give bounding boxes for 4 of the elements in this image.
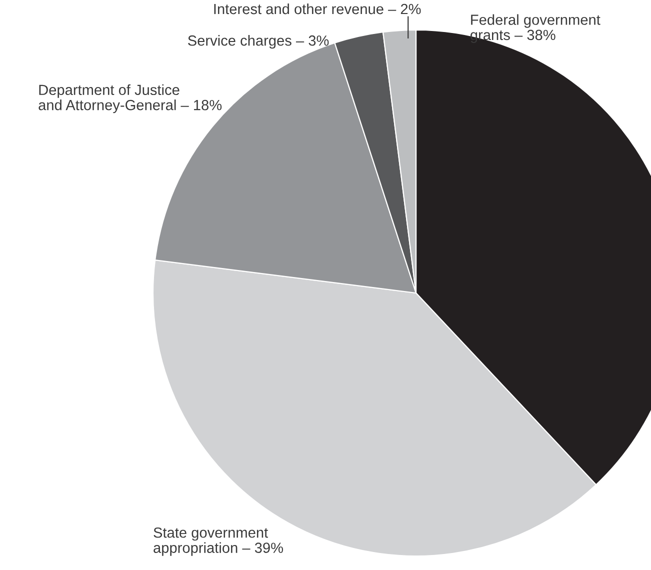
slice-label: Department of Justice and Attorney-General – 18% xyxy=(38,84,222,114)
slice-label: State government appropriation – 39% xyxy=(154,527,284,556)
slice-label: Interest and other revenue – 2% xyxy=(214,3,421,14)
slice-label: Service charges – 3% xyxy=(188,35,329,49)
